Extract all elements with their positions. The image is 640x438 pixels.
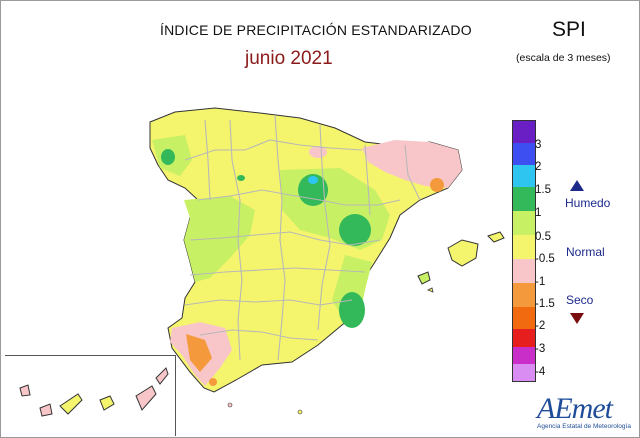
- legend-tick: -2: [535, 320, 546, 332]
- province-borders: [184, 114, 421, 361]
- very-wet-area-burgos: [308, 176, 318, 184]
- legend-band-1.5-2: [513, 165, 535, 187]
- dry-area-navarra: [309, 146, 327, 158]
- legend-tick: 3: [535, 139, 542, 151]
- legend-band-normal: [513, 235, 535, 259]
- formentera: [427, 287, 434, 293]
- legend-band-gt3: [513, 121, 535, 143]
- legend-tick: 0.5: [535, 231, 551, 243]
- wet-area-leon: [237, 175, 245, 181]
- aemet-logo: AEmet: [537, 392, 613, 425]
- ibiza: [417, 271, 431, 285]
- wet-label: Humedo: [565, 196, 611, 210]
- canary-inset-frame: [5, 355, 176, 436]
- legend-band-m2-m3: [513, 329, 535, 347]
- dry-label: Seco: [566, 293, 594, 307]
- legend-band-m0.5-m1: [513, 259, 535, 283]
- aemet-logo-caption: Agencia Estatal de Meteorología: [537, 423, 631, 430]
- wet-area-murcia: [339, 292, 365, 328]
- legend-tick: -1: [535, 276, 546, 288]
- legend-bar: [512, 120, 536, 382]
- legend-band-m3-m4: [513, 347, 535, 364]
- legend-tick: -1.5: [535, 298, 555, 310]
- menorca: [487, 231, 505, 243]
- legend-tick: -4: [535, 366, 546, 378]
- legend-tick: 2: [535, 161, 542, 173]
- legend-tick: -3: [535, 343, 546, 355]
- scale-note: (escala de 3 meses): [516, 52, 611, 64]
- legend-band-lt-m4: [513, 364, 535, 381]
- dry-area-aragon-catalonia: [362, 140, 462, 188]
- normal-label: Normal: [566, 245, 605, 259]
- wet-area-galicia: [161, 149, 175, 165]
- ceuta: [227, 402, 233, 408]
- moderately-dry-cadiz: [209, 378, 217, 386]
- wet-arrow-icon: [570, 180, 584, 191]
- moderately-dry-huelva: [186, 334, 212, 372]
- light-green-west: [184, 196, 255, 282]
- legend-tick: -0.5: [535, 253, 555, 265]
- legend-band-2-3: [513, 143, 535, 165]
- legend-band-1-1.5: [513, 187, 535, 211]
- legend-band-m1-m1.5: [513, 283, 535, 307]
- map-subtitle: junio 2021: [245, 48, 333, 69]
- canary-islands: [19, 367, 169, 417]
- index-name: SPI: [552, 18, 586, 41]
- legend-band-m1.5-m2: [513, 307, 535, 329]
- map-title: ÍNDICE DE PRECIPITACIÓN ESTANDARIZADO: [160, 22, 472, 38]
- legend-band-0.5-1: [513, 211, 535, 235]
- legend-tick: 1: [535, 207, 542, 219]
- moderately-dry-catalonia: [430, 178, 444, 192]
- mallorca: [447, 239, 479, 267]
- melilla: [297, 409, 303, 415]
- wet-area-iberico: [339, 214, 371, 246]
- legend-tick: 1.5: [535, 184, 551, 196]
- dry-arrow-icon: [570, 313, 584, 324]
